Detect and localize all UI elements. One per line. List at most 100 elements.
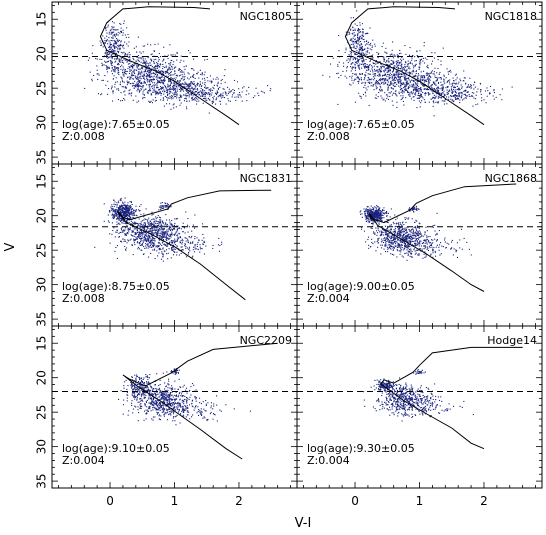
data-point bbox=[162, 66, 164, 68]
data-point bbox=[152, 72, 154, 74]
data-point bbox=[111, 49, 113, 51]
data-point bbox=[107, 57, 109, 59]
data-point bbox=[123, 222, 125, 224]
data-point bbox=[204, 85, 206, 87]
data-point bbox=[397, 80, 399, 82]
data-point bbox=[267, 85, 269, 87]
data-point bbox=[397, 55, 399, 57]
data-point bbox=[101, 65, 103, 67]
data-point bbox=[125, 208, 127, 210]
data-point bbox=[355, 48, 357, 50]
data-point bbox=[179, 94, 181, 96]
data-point bbox=[427, 64, 429, 66]
data-point bbox=[395, 228, 397, 230]
data-point bbox=[155, 72, 157, 74]
data-point bbox=[181, 83, 183, 85]
data-point bbox=[359, 37, 361, 39]
data-point bbox=[387, 73, 389, 75]
data-point bbox=[439, 71, 441, 73]
data-point bbox=[416, 80, 418, 82]
data-point bbox=[112, 48, 114, 50]
data-point bbox=[155, 92, 157, 94]
data-point bbox=[120, 219, 122, 221]
data-point bbox=[168, 241, 170, 243]
data-point bbox=[118, 232, 120, 234]
data-point bbox=[171, 55, 173, 57]
data-point bbox=[420, 102, 422, 104]
data-point bbox=[392, 71, 394, 73]
data-point bbox=[120, 205, 122, 207]
data-point bbox=[433, 71, 435, 73]
data-point bbox=[381, 217, 383, 219]
data-point bbox=[487, 90, 489, 92]
data-point bbox=[163, 232, 165, 234]
data-point bbox=[124, 71, 126, 73]
data-point bbox=[112, 44, 114, 46]
data-point bbox=[112, 92, 114, 94]
data-point bbox=[419, 79, 421, 81]
data-point bbox=[371, 65, 373, 67]
data-point bbox=[352, 17, 354, 19]
data-point bbox=[408, 79, 410, 81]
data-point bbox=[369, 210, 371, 212]
data-point bbox=[187, 84, 189, 86]
data-point bbox=[187, 92, 189, 94]
data-point bbox=[414, 89, 416, 91]
data-point bbox=[112, 37, 114, 39]
data-point bbox=[364, 77, 366, 79]
data-point bbox=[238, 94, 240, 96]
data-point bbox=[386, 83, 388, 85]
data-point bbox=[158, 222, 160, 224]
data-point bbox=[149, 89, 151, 91]
data-point bbox=[114, 50, 116, 52]
data-point bbox=[126, 84, 128, 86]
data-point bbox=[456, 95, 458, 97]
data-point bbox=[401, 83, 403, 85]
data-point bbox=[121, 214, 123, 216]
data-point bbox=[167, 72, 169, 74]
data-point bbox=[156, 74, 158, 76]
data-point bbox=[387, 95, 389, 97]
data-point bbox=[396, 64, 398, 66]
data-point bbox=[454, 91, 456, 93]
data-point bbox=[194, 77, 196, 79]
data-point bbox=[363, 65, 365, 67]
data-point bbox=[412, 75, 414, 77]
data-point bbox=[373, 63, 375, 65]
data-point bbox=[465, 89, 467, 91]
data-point bbox=[162, 68, 164, 70]
data-point bbox=[412, 231, 414, 233]
data-point bbox=[369, 220, 371, 222]
data-point bbox=[156, 72, 158, 74]
data-point bbox=[122, 231, 124, 233]
data-point bbox=[410, 240, 412, 242]
data-point bbox=[135, 60, 137, 62]
data-point bbox=[405, 89, 407, 91]
data-point bbox=[136, 85, 138, 87]
data-point bbox=[147, 69, 149, 71]
data-point bbox=[378, 217, 380, 219]
data-point bbox=[382, 82, 384, 84]
data-point bbox=[112, 90, 114, 92]
data-point bbox=[455, 73, 457, 75]
data-point bbox=[194, 236, 196, 238]
data-point bbox=[381, 89, 383, 91]
data-point bbox=[138, 68, 140, 70]
data-point bbox=[142, 68, 144, 70]
data-point bbox=[407, 92, 409, 94]
data-point bbox=[354, 101, 356, 103]
data-point bbox=[443, 100, 445, 102]
data-point bbox=[389, 65, 391, 67]
data-point bbox=[371, 219, 373, 221]
data-point bbox=[411, 57, 413, 59]
data-point bbox=[156, 78, 158, 80]
data-point bbox=[364, 66, 366, 68]
data-point bbox=[423, 77, 425, 79]
data-point bbox=[379, 84, 381, 86]
data-point bbox=[164, 80, 166, 82]
data-point bbox=[405, 84, 407, 86]
data-point bbox=[427, 89, 429, 91]
data-point bbox=[344, 51, 346, 53]
data-point bbox=[224, 69, 226, 71]
data-point bbox=[121, 60, 123, 62]
